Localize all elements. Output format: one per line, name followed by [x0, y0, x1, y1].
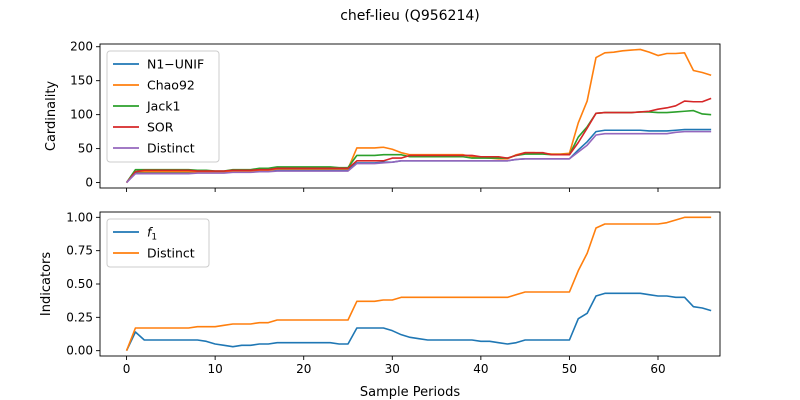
legend — [106, 218, 210, 268]
legend-label: SOR — [147, 120, 174, 135]
y-tick-label: 150 — [70, 74, 93, 88]
y-axis-label: Indicators — [39, 252, 54, 316]
axes-frame — [99, 43, 721, 189]
series-line-1-5 — [126, 130, 712, 184]
y-tick-label: 100 — [70, 108, 93, 122]
legend-label: Jack1 — [146, 99, 180, 114]
x-tick-label: 40 — [473, 362, 488, 376]
y-tick-label: 200 — [70, 40, 93, 54]
y-tick-label: 1.00 — [66, 210, 93, 224]
y-tick-label: 50 — [78, 142, 93, 156]
x-tick-label: 30 — [385, 362, 400, 376]
series-line-2-2 — [125, 216, 712, 351]
legend-label: Distinct — [147, 141, 195, 156]
y-tick-label: 0.00 — [66, 344, 93, 358]
x-tick-label: 10 — [208, 362, 223, 376]
y-tick-label: 0.75 — [66, 244, 93, 258]
y-tick-label: 0 — [85, 176, 93, 190]
legend-label: f1 — [147, 225, 157, 243]
legend — [106, 50, 220, 163]
legend-label: N1−UNIF — [147, 57, 204, 72]
x-axis-label: Sample Periods — [360, 385, 460, 400]
x-tick-label: 20 — [296, 362, 311, 376]
x-tick-label: 0 — [123, 362, 131, 376]
legend-label: Distinct — [147, 246, 195, 261]
subplot-1: 0 50 100 150 200 Cardinality N1−UNIF Chao92 Jack… — [44, 40, 721, 192]
y-axis-label: Cardinality — [44, 81, 59, 152]
legend-label: Chao92 — [147, 78, 195, 93]
y-tick-label: 0.25 — [66, 310, 93, 324]
series-line-1-4 — [125, 97, 712, 184]
x-tick-label: 60 — [650, 362, 665, 376]
series-line-2-1 — [125, 292, 712, 352]
chart-title: chef-lieu (Q956214) — [340, 8, 480, 24]
subplot-2: 0 10 20 30 40 50 60 0.00 0.25 0.50 0.75 1.00 Indicat… — [39, 210, 721, 400]
y-tick-label: 0.50 — [66, 277, 93, 291]
x-tick-label: 50 — [562, 362, 577, 376]
